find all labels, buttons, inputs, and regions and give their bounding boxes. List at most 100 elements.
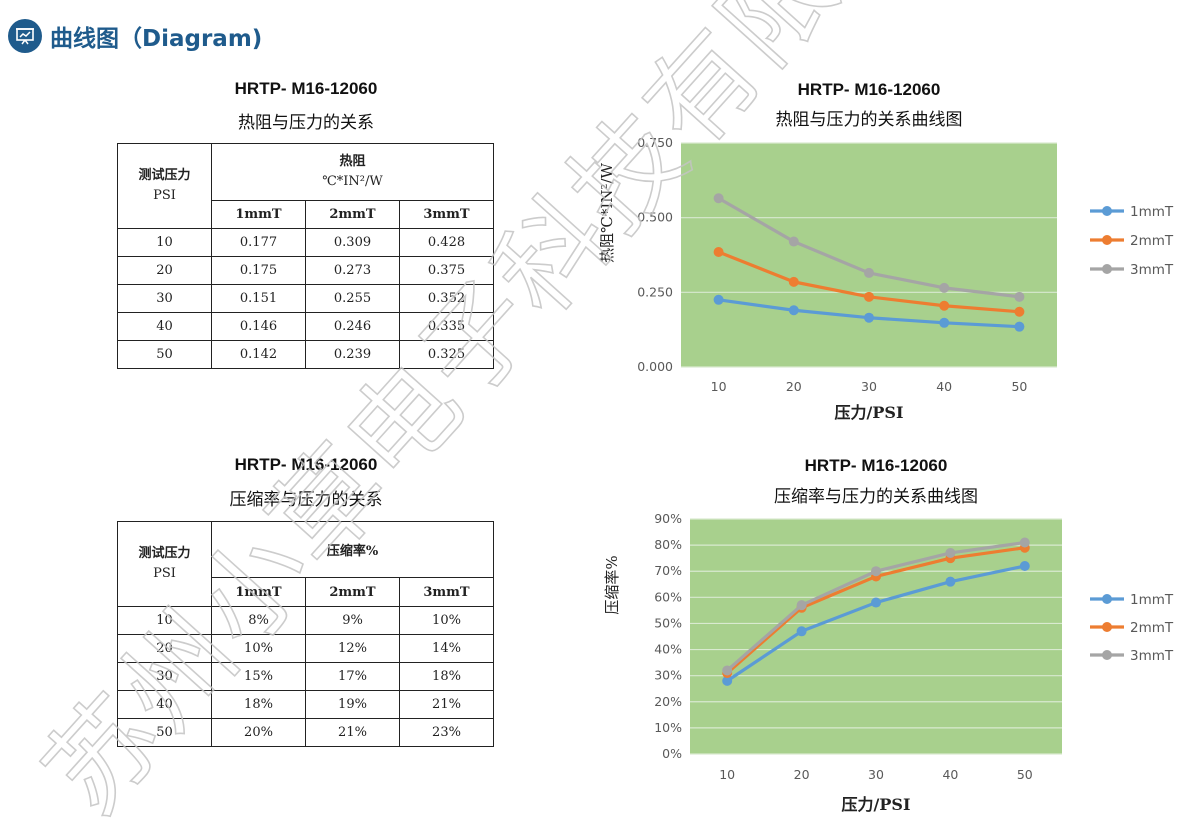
pressure-cell: 30 [117, 662, 212, 691]
x-axis-label: 压力/PSI [842, 795, 911, 814]
legend-label: 3mmT [1130, 262, 1174, 278]
data-point [1019, 561, 1030, 571]
pressure-cell: 40 [117, 690, 212, 719]
data-point [713, 294, 724, 305]
data-point [939, 300, 950, 311]
y-tick-label: 20% [654, 694, 682, 709]
value-cell: 15% [211, 662, 306, 691]
value-cell: 0.175 [211, 256, 306, 285]
y-tick-label: 70% [654, 563, 682, 578]
pressure-header-unit: PSI [153, 566, 176, 581]
y-tick-label: 30% [654, 668, 682, 683]
pressure-cell: 50 [117, 340, 212, 369]
data-point [864, 291, 874, 302]
y-tick-label: 90% [654, 511, 682, 526]
pressure-cell: 10 [117, 606, 212, 635]
x-tick-label: 30 [868, 767, 884, 782]
y-tick-label: 10% [654, 720, 682, 735]
legend-label: 2mmT [1130, 620, 1174, 636]
value-cell: 0.428 [399, 228, 494, 257]
table-row: 50 0.142 0.239 0.325 [117, 340, 494, 369]
x-tick-label: 10 [711, 379, 727, 394]
y-axis-label: 压缩率% [603, 555, 621, 614]
x-tick-label: 50 [1017, 767, 1033, 782]
legend-label: 3mmT [1130, 648, 1174, 664]
data-point [722, 665, 733, 676]
pressure-cell: 30 [117, 284, 212, 313]
data-point [939, 282, 950, 293]
legend-marker [1102, 235, 1112, 245]
legend-marker [1102, 206, 1112, 216]
y-tick-label: 0% [662, 746, 682, 761]
data-point [788, 236, 799, 247]
thermal-group-label: 热阻 [339, 154, 366, 169]
legend-marker [1102, 622, 1112, 632]
data-point [871, 566, 881, 577]
value-cell: 10% [211, 634, 306, 663]
value-cell: 9% [305, 606, 400, 635]
data-point [945, 547, 956, 558]
x-tick-label: 20 [794, 767, 810, 782]
data-point [713, 247, 724, 258]
legend-marker [1102, 650, 1112, 660]
value-cell: 20% [211, 718, 306, 747]
value-cell: 0.375 [399, 256, 494, 285]
table-row: 40 18% 19% 21% [117, 690, 494, 719]
value-cell: 0.239 [305, 340, 400, 369]
table-row: 10 8% 9% 10% [117, 606, 494, 635]
y-axis-label: 热阻℃*IN²/W [598, 163, 616, 263]
x-axis-label: 压力/PSI [835, 403, 904, 422]
y-tick-label: 0.750 [637, 135, 673, 150]
value-cell: 0.309 [305, 228, 400, 257]
plot-area [681, 143, 1057, 367]
pressure-cell: 10 [117, 228, 212, 257]
legend-label: 1mmT [1130, 204, 1174, 220]
chart-title: 压缩率与压力的关系曲线图 [774, 487, 978, 507]
legend-label: 1mmT [1130, 592, 1174, 608]
y-tick-label: 0.000 [637, 359, 673, 374]
compression-group-header: 压缩率% [211, 521, 494, 578]
value-cell: 8% [211, 606, 306, 635]
pressure-header: 测试压力 PSI [117, 521, 212, 607]
data-point [1014, 291, 1025, 302]
value-cell: 0.325 [399, 340, 494, 369]
chart-model-title: HRTP- M16-12060 [805, 456, 948, 475]
pressure-cell: 20 [117, 634, 212, 663]
table-row: 40 0.146 0.246 0.335 [117, 312, 494, 341]
value-cell: 18% [211, 690, 306, 719]
x-tick-label: 30 [861, 379, 877, 394]
chart-title: 热阻与压力的关系曲线图 [776, 110, 963, 130]
data-point [939, 317, 950, 328]
chart-model-title: HRTP- M16-12060 [798, 80, 941, 99]
data-point [788, 276, 799, 287]
data-point [864, 312, 874, 323]
data-point [1019, 537, 1030, 548]
y-tick-label: 40% [654, 642, 682, 657]
compression-rate-table: 测试压力 PSI 压缩率% 1mmT 2mmT 3mmT 10 8% 9% 10% 20… [117, 521, 494, 747]
thermal-resistance-table: 测试压力 PSI 热阻 ℃*IN²/W 1mmT 2mmT 3mmT 10 0.1… [117, 143, 494, 369]
table-row: 50 20% 21% 23% [117, 718, 494, 747]
thermal-table-title: 热阻与压力的关系 [238, 113, 374, 133]
x-tick-label: 40 [936, 379, 952, 394]
col-header: 2mmT [305, 577, 400, 607]
table-row: 30 0.151 0.255 0.352 [117, 284, 494, 313]
plot-area [690, 519, 1062, 754]
table-row: 10 0.177 0.309 0.428 [117, 228, 494, 257]
y-tick-label: 0.250 [637, 284, 673, 299]
data-point [864, 267, 874, 278]
value-cell: 17% [305, 662, 400, 691]
y-tick-label: 0.500 [637, 210, 673, 225]
col-header: 2mmT [305, 200, 400, 229]
col-header: 3mmT [399, 577, 494, 607]
x-tick-label: 20 [786, 379, 802, 394]
y-tick-label: 60% [654, 589, 682, 604]
data-point [871, 597, 881, 608]
value-cell: 0.142 [211, 340, 306, 369]
data-point [722, 675, 733, 686]
table-row: 20 0.175 0.273 0.375 [117, 256, 494, 285]
value-cell: 0.335 [399, 312, 494, 341]
data-point [945, 576, 956, 587]
thermal-table-model: HRTP- M16-12060 [234, 79, 378, 98]
data-point [796, 600, 807, 611]
